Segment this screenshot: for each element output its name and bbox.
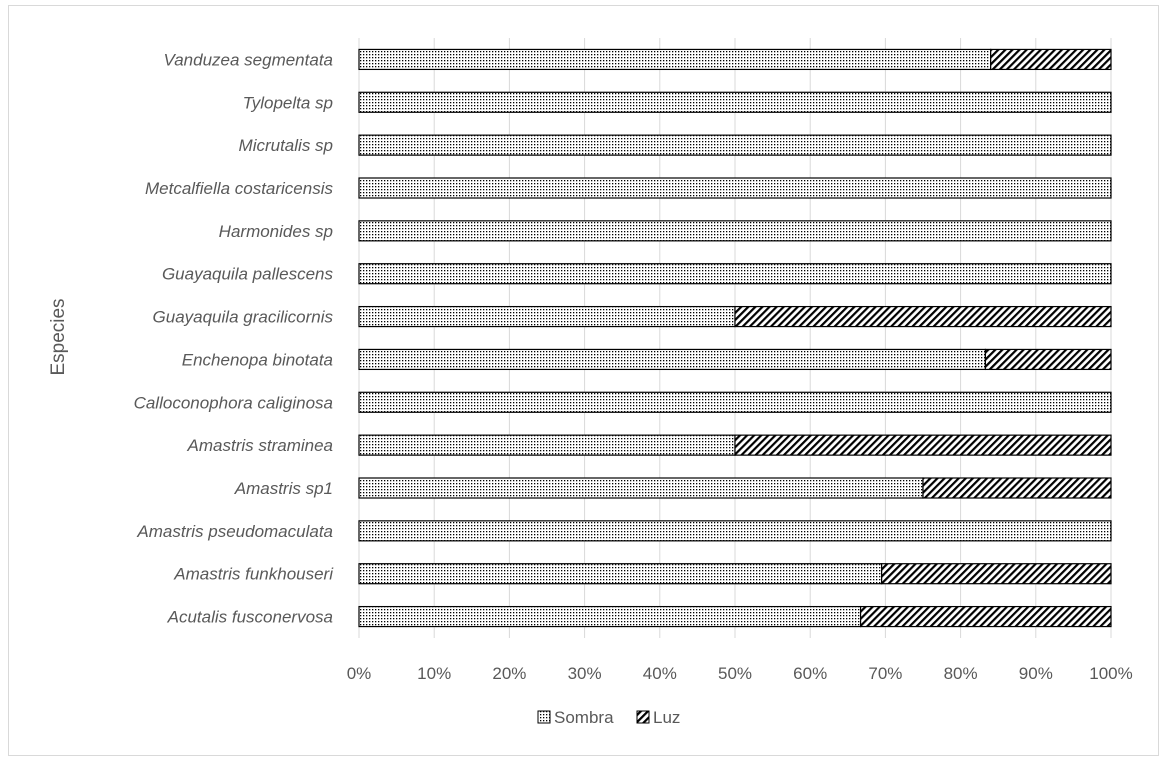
chart-frame — [8, 5, 1159, 756]
category-label: Vanduzea segmentata — [164, 50, 334, 69]
category-label: Amastris sp1 — [234, 479, 333, 498]
legend: Sombra Luz — [537, 708, 680, 727]
x-tick-label: 40% — [643, 664, 677, 683]
bar-segment-sombra — [358, 91, 1112, 113]
category-label: Tylopelta sp — [243, 93, 333, 112]
bar-segment-sombra — [358, 134, 1112, 156]
legend-label-sombra: Sombra — [554, 708, 614, 727]
category-label: Metcalfiella costaricensis — [145, 179, 334, 198]
bar-segment-luz — [990, 48, 1112, 71]
legend-swatch-sombra — [537, 710, 551, 724]
bar-segment-sombra — [358, 48, 992, 71]
bar-segment-sombra — [358, 177, 1112, 199]
bar-segment-sombra — [358, 305, 736, 328]
category-label: Acutalis fusconervosa — [167, 608, 333, 627]
bar-segment-luz — [859, 605, 1112, 628]
x-tick-label: 60% — [793, 664, 827, 683]
category-label: Harmonides sp — [219, 222, 333, 241]
x-tick-label: 20% — [492, 664, 526, 683]
bar-segment-sombra — [358, 563, 883, 585]
category-label: Amastris pseudomaculata — [136, 522, 333, 541]
legend-label-luz: Luz — [653, 708, 680, 727]
bar-segment-sombra — [358, 477, 924, 499]
legend-swatch-luz — [636, 710, 650, 724]
bar-segment-luz — [984, 348, 1112, 371]
bar-segment-sombra — [358, 434, 736, 456]
category-label: Amastris straminea — [187, 436, 333, 455]
y-axis-title: Especies — [48, 298, 69, 375]
x-tick-label: 0% — [347, 664, 372, 683]
bars — [358, 48, 1112, 628]
category-label: Guayaquila pallescens — [162, 265, 334, 284]
category-label: Enchenopa binotata — [182, 350, 333, 369]
bar-segment-sombra — [358, 520, 1112, 542]
x-tick-label: 30% — [568, 664, 602, 683]
category-labels: Vanduzea segmentata Tylopelta sp Micrutali… — [134, 50, 335, 626]
category-label: Calloconophora caliginosa — [134, 393, 333, 412]
bar-segment-sombra — [358, 391, 1112, 413]
category-label: Micrutalis sp — [239, 136, 333, 155]
bar-segment-luz — [881, 563, 1112, 585]
bar-segment-sombra — [358, 263, 1112, 285]
bar-segment-luz — [922, 477, 1112, 499]
x-tick-label: 100% — [1089, 664, 1132, 683]
bar-segment-luz — [734, 305, 1112, 328]
gridlines — [358, 38, 1112, 638]
x-tick-labels: 0% 10% 20% 30% 40% 50% 60% 70% 80% 90% 100% — [347, 664, 1133, 683]
category-label: Amastris funkhouseri — [173, 565, 334, 584]
bar-segment-sombra — [358, 605, 862, 628]
bar-segment-luz — [734, 434, 1112, 456]
category-label: Guayaquila gracilicornis — [153, 308, 334, 327]
x-tick-label: 80% — [944, 664, 978, 683]
x-tick-label: 50% — [718, 664, 752, 683]
bar-segment-sombra — [358, 348, 987, 371]
x-tick-label: 70% — [868, 664, 902, 683]
x-tick-label: 90% — [1019, 664, 1053, 683]
bar-segment-sombra — [358, 220, 1112, 242]
x-tick-label: 10% — [417, 664, 451, 683]
